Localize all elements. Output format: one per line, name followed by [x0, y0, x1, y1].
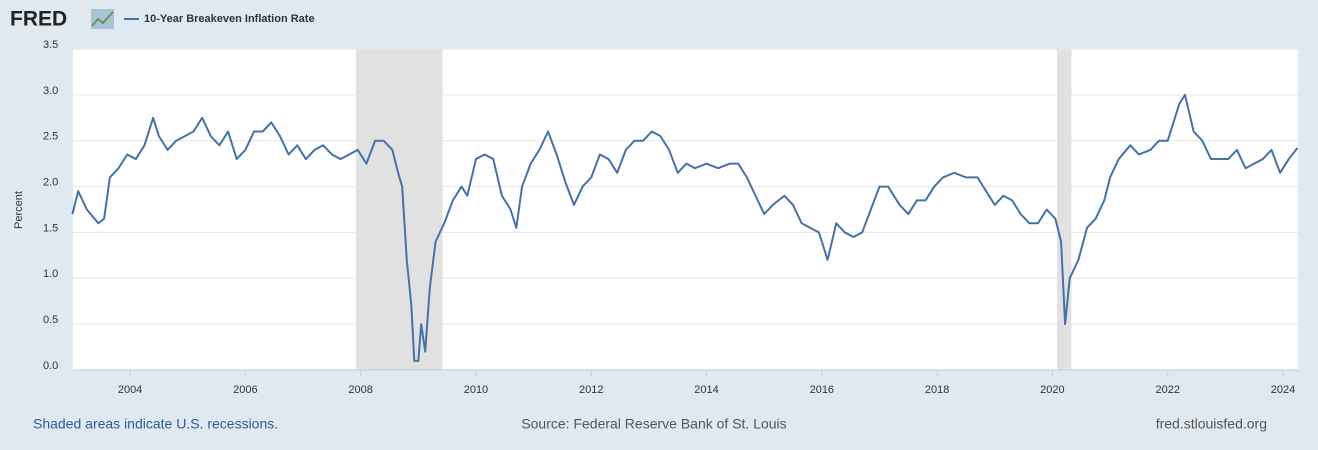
recession-note: Shaded areas indicate U.S. recessions. — [33, 416, 278, 432]
x-tick-label: 2024 — [1271, 384, 1295, 396]
logo: FRED — [10, 8, 67, 31]
x-tick-label: 2012 — [579, 384, 603, 396]
logo-icon — [91, 9, 114, 29]
x-tick-label: 2022 — [1155, 384, 1179, 396]
x-tick-label: 2008 — [348, 384, 372, 396]
y-tick-label: 2.5 — [43, 131, 58, 143]
legend-label: 10-Year Breakeven Inflation Rate — [144, 13, 315, 25]
y-axis-label: Percent — [13, 191, 25, 229]
x-tick-label: 2018 — [925, 384, 949, 396]
y-tick-label: 1.5 — [43, 222, 58, 234]
plot-area — [73, 49, 1298, 370]
y-tick-label: 3.5 — [43, 39, 58, 51]
x-tick-label: 2010 — [464, 384, 488, 396]
x-tick-label: 2006 — [233, 384, 257, 396]
x-tick-label: 2014 — [694, 384, 718, 396]
series-line — [71, 93, 1299, 362]
y-tick-label: 0.0 — [43, 360, 58, 372]
recession-band — [356, 49, 443, 370]
x-tick-label: 2020 — [1040, 384, 1064, 396]
x-tick-label: 2016 — [810, 384, 834, 396]
source-note: Source: Federal Reserve Bank of St. Loui… — [521, 416, 786, 432]
y-tick-label: 0.5 — [43, 314, 58, 326]
site-note: fred.stlouisfed.org — [1156, 416, 1267, 432]
y-tick-label: 2.0 — [43, 176, 58, 188]
y-tick-label: 1.0 — [43, 268, 58, 280]
y-tick-label: 3.0 — [43, 85, 58, 97]
x-tick-label: 2004 — [118, 384, 142, 396]
